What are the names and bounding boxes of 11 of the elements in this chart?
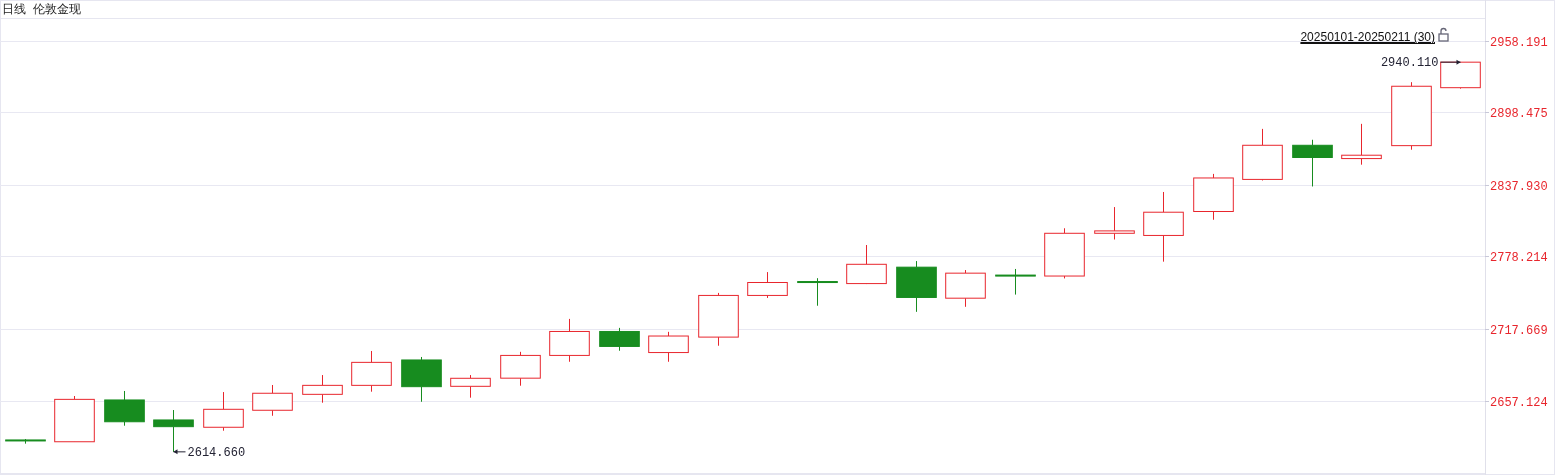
chart-subtitle: 伦敦金现 bbox=[33, 2, 81, 16]
y-tick-label: 2898.475 bbox=[1490, 106, 1548, 121]
annotation: 2614.660 bbox=[187, 445, 246, 460]
y-tick-label: 2657.124 bbox=[1490, 395, 1548, 410]
y-tick-label: 2837.930 bbox=[1490, 179, 1548, 194]
y-tick-label: 2717.669 bbox=[1490, 323, 1548, 338]
y-tick-label: 2778.214 bbox=[1490, 250, 1548, 265]
annotation: 2940.110 bbox=[1380, 56, 1439, 71]
annotation: 20250101-20250211 (30) bbox=[1300, 30, 1435, 44]
chart-title: 日线 bbox=[2, 2, 26, 16]
y-tick-label: 2958.191 bbox=[1490, 35, 1548, 50]
